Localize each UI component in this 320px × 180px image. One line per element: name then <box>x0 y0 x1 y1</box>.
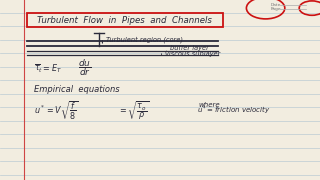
Text: Page: Page <box>270 7 281 11</box>
Text: where: where <box>198 102 220 108</box>
Text: viscous sublayer: viscous sublayer <box>165 51 220 57</box>
Text: buffer layer: buffer layer <box>170 45 208 51</box>
Text: Empirical  equations: Empirical equations <box>34 86 119 94</box>
Text: $\overline{\tau}_t = E_T$: $\overline{\tau}_t = E_T$ <box>34 62 62 75</box>
Text: Turbulent region (core): Turbulent region (core) <box>106 36 183 43</box>
Text: $\dfrac{du}{dr}$: $\dfrac{du}{dr}$ <box>78 57 92 78</box>
Text: $= \sqrt{\dfrac{\tau_o}{\rho}}$: $= \sqrt{\dfrac{\tau_o}{\rho}}$ <box>118 99 150 122</box>
Text: Turbulent  Flow  in  Pipes  and  Channels: Turbulent Flow in Pipes and Channels <box>37 16 212 25</box>
Text: Date: Date <box>270 3 281 7</box>
Text: $u^* = V\sqrt{\dfrac{f}{8}}$: $u^* = V\sqrt{\dfrac{f}{8}}$ <box>34 100 78 122</box>
Text: $u^*$= friction velocity: $u^*$= friction velocity <box>197 105 270 117</box>
